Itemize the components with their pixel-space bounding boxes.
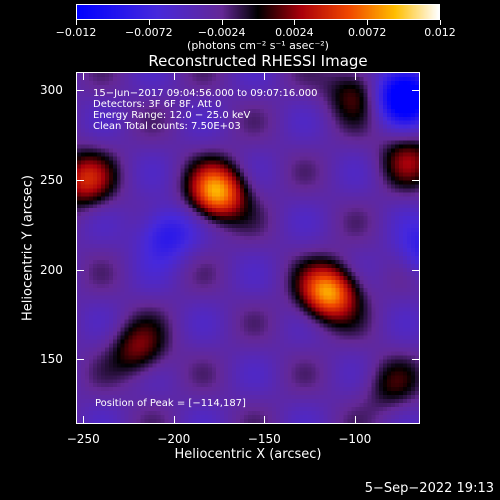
axis-tick xyxy=(173,416,175,424)
info-line-energy-range: Energy Range: 12.0 − 25.0 keV xyxy=(93,110,251,121)
axis-tick xyxy=(264,72,266,80)
axis-tick xyxy=(173,72,175,80)
axis-tick xyxy=(354,72,356,80)
colorbar-tick-label: −0.012 xyxy=(55,26,97,39)
colorbar-tick xyxy=(440,20,441,25)
info-line-detectors: Detectors: 3F 6F 8F, Att 0 xyxy=(93,99,222,110)
x-axis-label: Heliocentric X (arcsec) xyxy=(174,447,322,462)
heatmap-image xyxy=(77,73,419,423)
colorbar-tick xyxy=(221,20,223,25)
y-axis-label: Heliocentric Y (arcsec) xyxy=(20,175,36,321)
axis-tick xyxy=(83,72,85,80)
axis-tick xyxy=(76,179,84,181)
axis-tick xyxy=(412,179,420,181)
axis-tick xyxy=(76,359,84,361)
axis-tick xyxy=(83,416,85,424)
axis-tick xyxy=(354,416,356,424)
x-tick-label: −200 xyxy=(157,432,191,446)
colorbar-tick-label: 0.0072 xyxy=(347,26,387,39)
render-timestamp: 5−Sep−2022 19:13 xyxy=(364,481,494,496)
colorbar-units: (photons cm⁻² s⁻¹ asec⁻²) xyxy=(187,39,329,52)
x-tick-label: −250 xyxy=(66,432,100,446)
colorbar-tick xyxy=(148,20,150,25)
axis-tick xyxy=(264,416,266,424)
info-line-time-range: 15−Jun−2017 09:04:56.000 to 09:07:16.000 xyxy=(93,88,318,99)
colorbar-tick xyxy=(367,20,369,25)
y-tick-label: 300 xyxy=(40,82,63,97)
colorbar xyxy=(76,4,440,20)
axis-tick xyxy=(412,89,420,91)
axis-tick xyxy=(76,89,84,91)
axis-tick xyxy=(76,269,84,271)
colorbar-tick-label: 0.012 xyxy=(424,26,456,39)
plot-title: Reconstructed RHESSI Image xyxy=(148,52,368,70)
x-tick-label: −100 xyxy=(338,432,372,446)
colorbar-tick-label: −0.0024 xyxy=(197,26,246,39)
info-line-counts: Clean Total counts: 7.50E+03 xyxy=(93,121,241,132)
colorbar-tick-label: 0.0024 xyxy=(275,26,314,39)
colorbar-tick xyxy=(294,20,296,25)
plot-area: 15−Jun−2017 09:04:56.000 to 09:07:16.000… xyxy=(76,72,420,424)
axis-tick xyxy=(412,359,420,361)
y-tick-label: 150 xyxy=(40,352,63,367)
peak-position-label: Position of Peak = [−114,187] xyxy=(95,398,246,409)
colorbar-tick xyxy=(76,20,77,25)
axis-tick xyxy=(412,269,420,271)
x-tick-label: −150 xyxy=(247,432,281,446)
y-tick-label: 250 xyxy=(40,172,63,187)
colorbar-tick-label: −0.0072 xyxy=(124,26,173,39)
y-tick-label: 200 xyxy=(40,262,63,277)
